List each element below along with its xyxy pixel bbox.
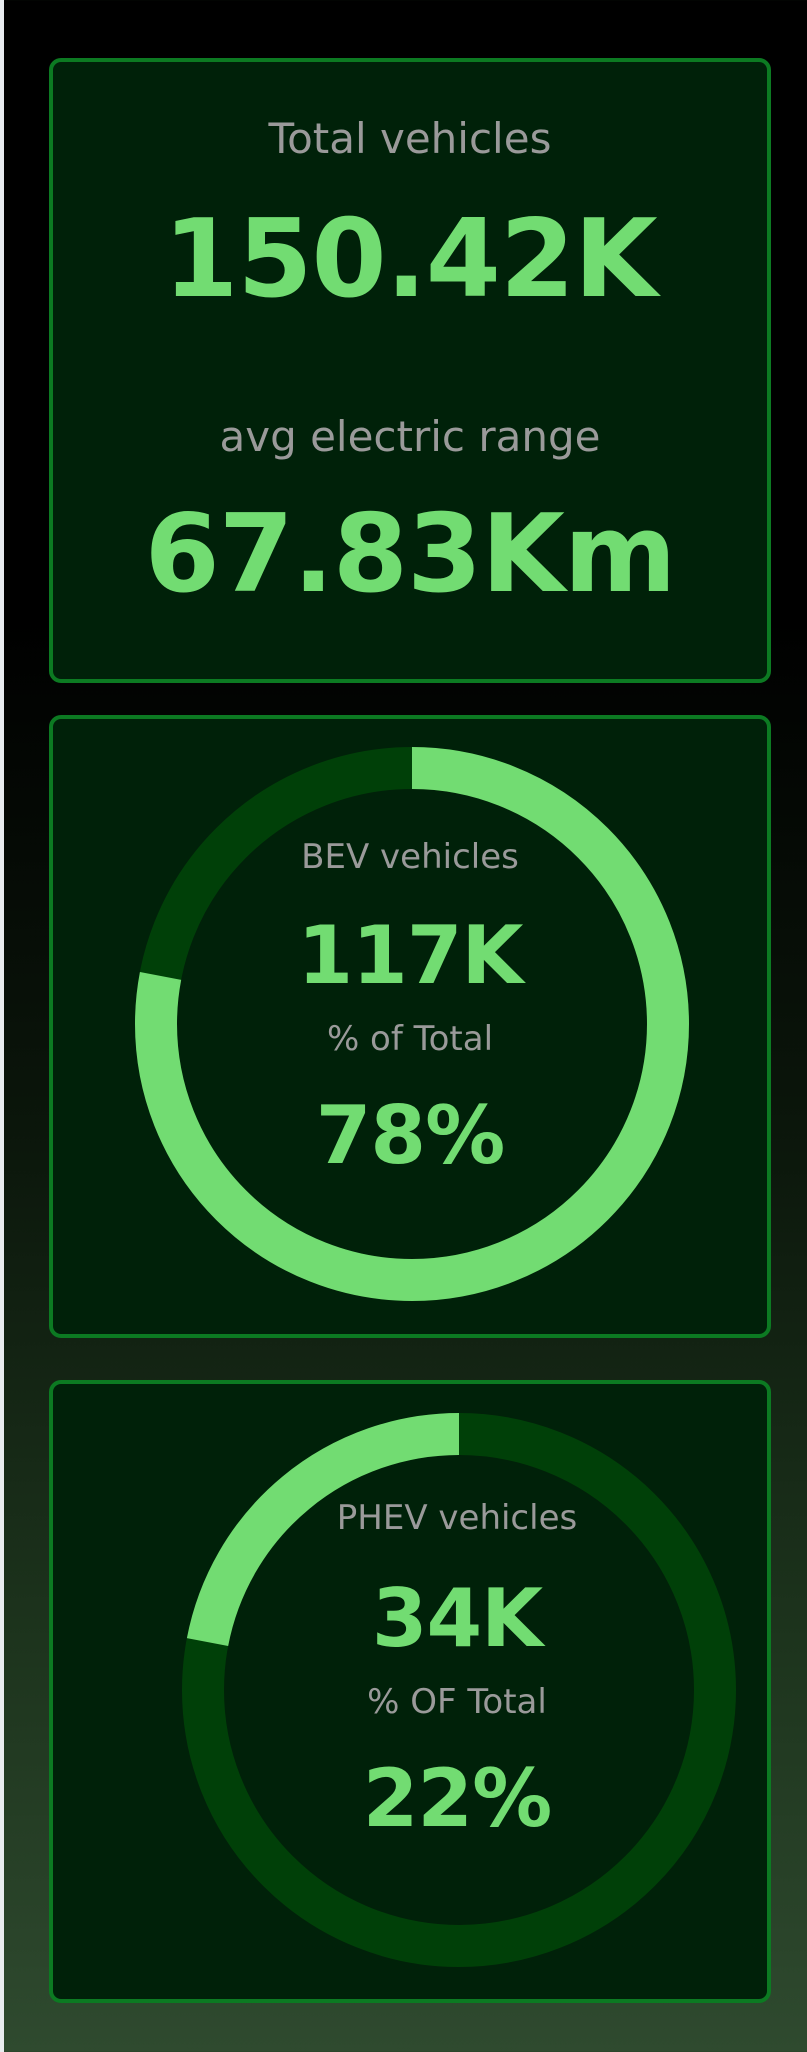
phev-value: 34K: [371, 1572, 543, 1665]
phev-donut-chart: [182, 1413, 736, 1967]
bev-ring-arc: [135, 747, 689, 1301]
phev-label: PHEV vehicles: [336, 1498, 578, 1538]
phev-ring-arc: [182, 1413, 736, 1967]
bev-value: 117K: [297, 909, 524, 1002]
bev-card: BEV vehicles 117K % of Total 78%: [49, 715, 771, 1338]
phev-share-value: 22%: [362, 1752, 552, 1845]
bev-share-value: 78%: [315, 1089, 505, 1182]
avg-range-label: avg electric range: [219, 412, 601, 461]
totals-card: Total vehicles 150.42K avg electric rang…: [49, 58, 771, 683]
window-edge: [0, 0, 4, 2052]
total-vehicles-value: 150.42K: [163, 197, 657, 322]
total-vehicles-label: Total vehicles: [268, 114, 552, 163]
bev-label: BEV vehicles: [301, 837, 519, 877]
bev-share-label: % of Total: [326, 1019, 494, 1059]
bev-donut-chart: [135, 747, 689, 1301]
phev-card: PHEV vehicles 34K % OF Total 22%: [49, 1380, 771, 2003]
avg-range-value: 67.83Km: [144, 492, 677, 617]
phev-share-label: % OF Total: [367, 1682, 547, 1722]
